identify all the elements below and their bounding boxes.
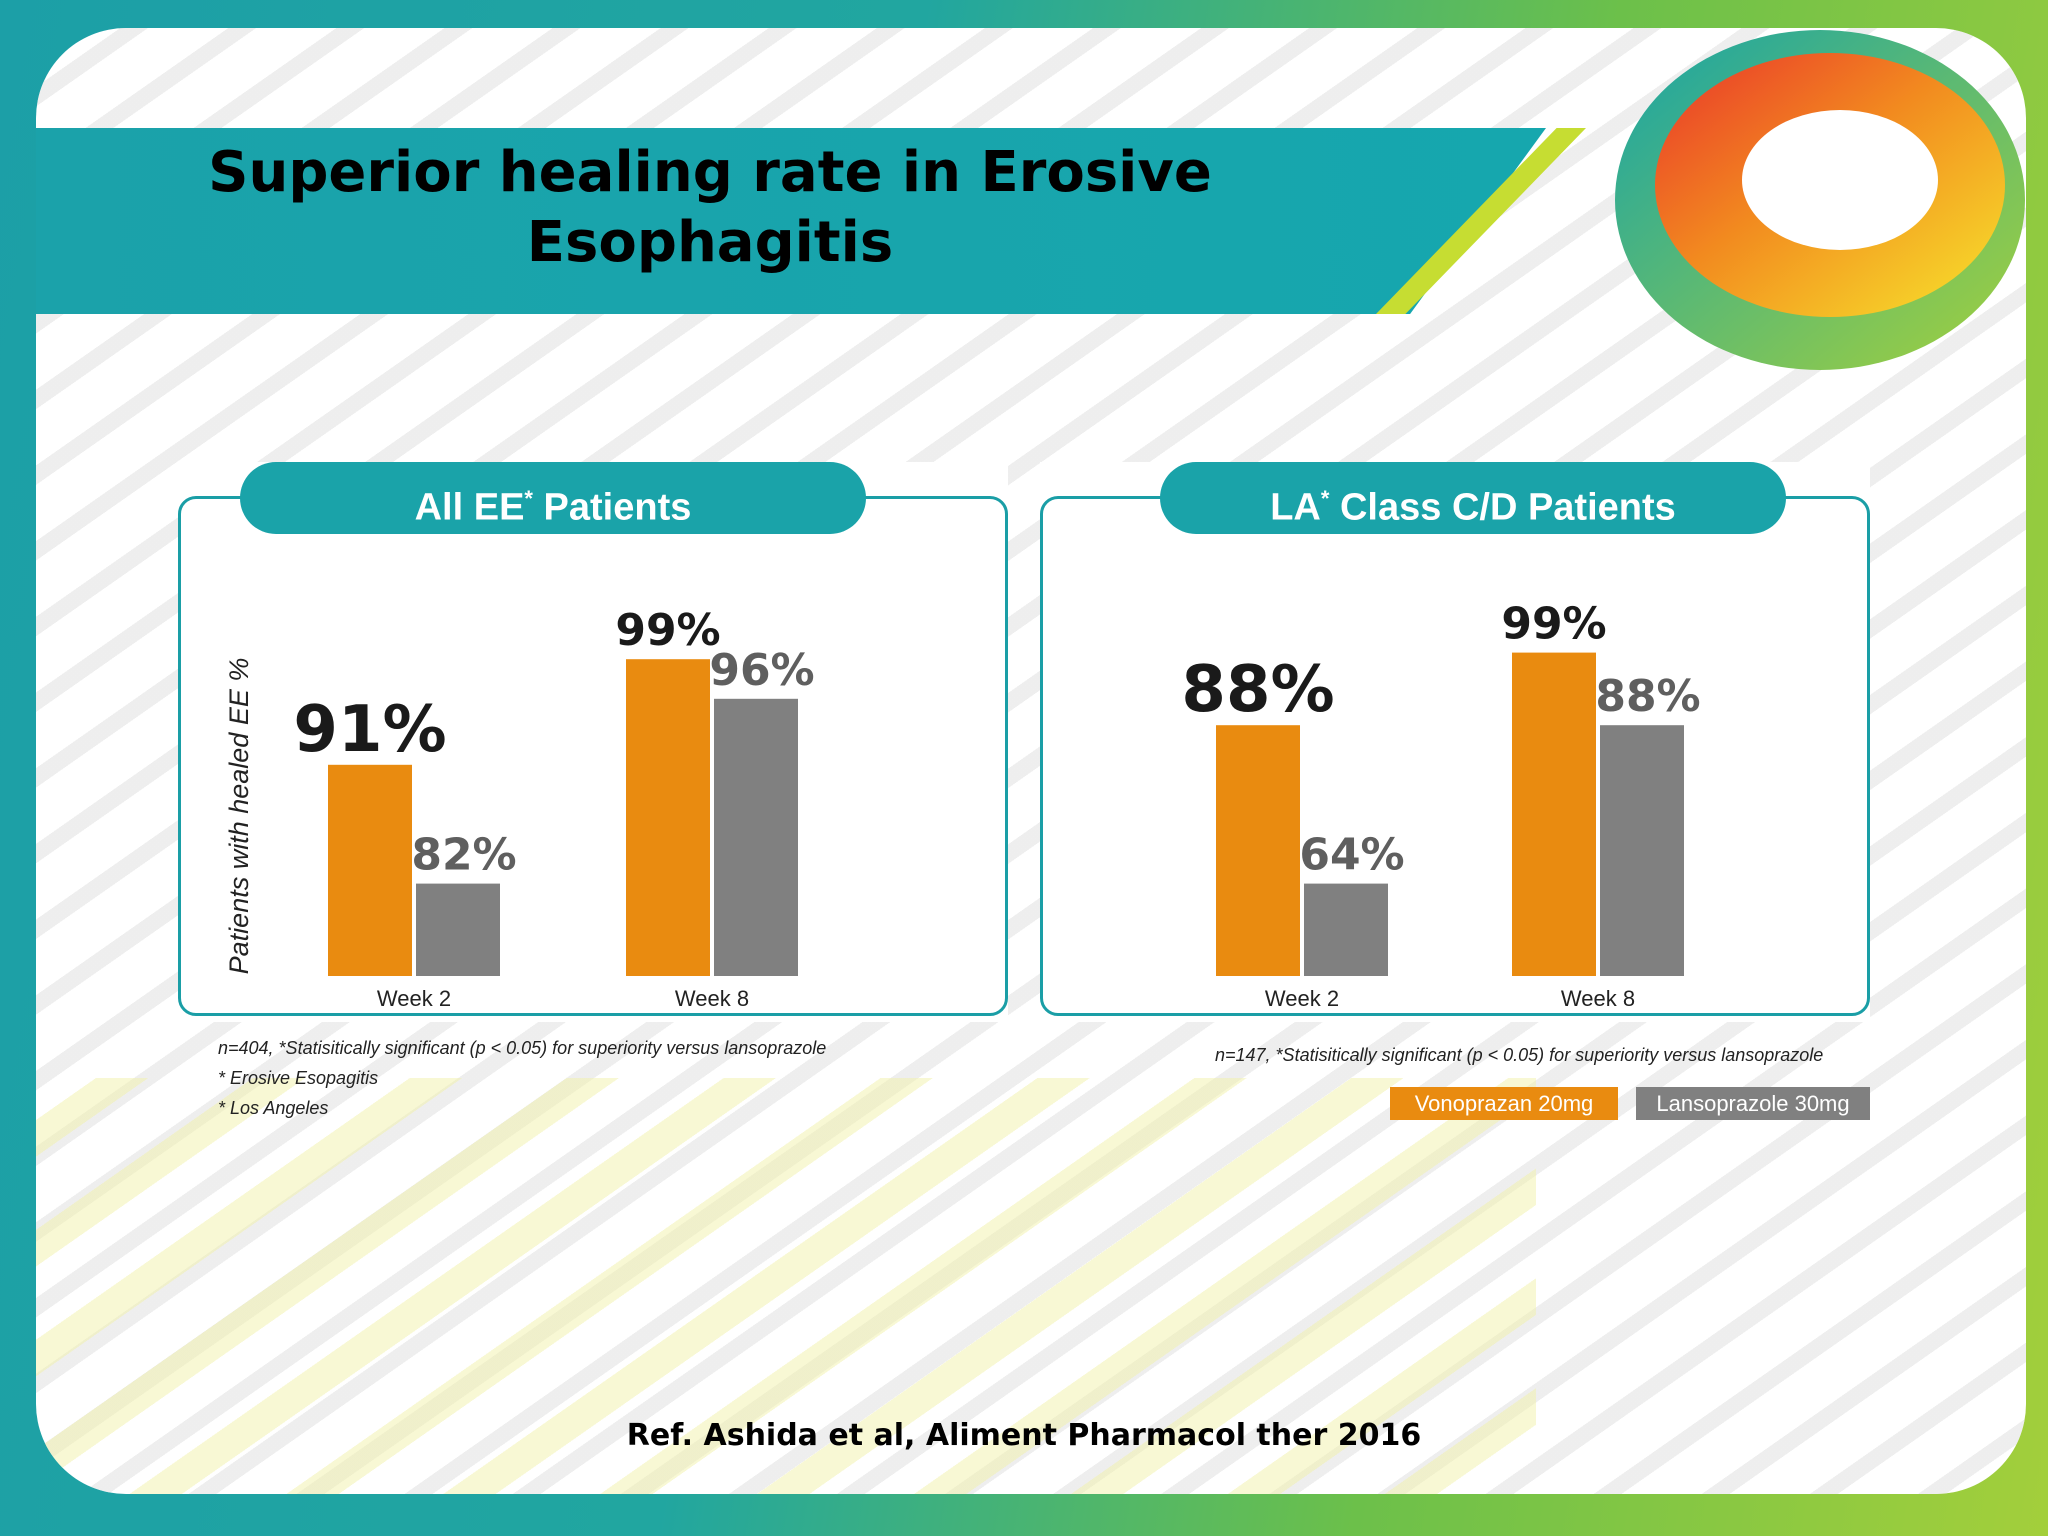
footnote-note: * Los Angeles (218, 1098, 329, 1118)
page-title: Superior healing rate in Erosive Esophag… (208, 140, 1212, 275)
chart-title-suffix: Class C/D Patients (1339, 486, 1676, 529)
bar (1600, 725, 1684, 976)
chart-panel-la-class-cd: LA* Class C/D Patients 88% 64% Week 2 99% 88… (1040, 462, 1870, 1022)
bar (1304, 883, 1388, 976)
reference-text: Ref. Ashida et al, Aliment Pharmacol the… (626, 1418, 1422, 1453)
data-label: 96% (709, 645, 814, 696)
background-stripes-yellow (36, 1078, 1536, 1494)
title-banner (36, 128, 1546, 314)
chart-heading: LA* Class C/D Patients (1160, 462, 1786, 534)
bar (1216, 725, 1300, 976)
bar (1512, 652, 1596, 976)
bar (714, 698, 798, 976)
chart-frame (1040, 496, 1870, 1016)
legend-vonoprazan: Vonoprazan 20mg (1390, 1087, 1618, 1120)
footnote-all-ee: n=404, *Statisitically significant (p < … (218, 1033, 826, 1123)
x-tick-label: Week 2 (1265, 986, 1339, 1011)
x-tick-label: Week 8 (675, 986, 749, 1011)
data-label: 82% (411, 830, 516, 881)
chart-title-mark: * (524, 486, 533, 511)
data-label: 64% (1299, 830, 1404, 881)
y-axis-label: Patients with healed EE % (224, 658, 254, 975)
data-label: 99% (1501, 599, 1606, 650)
chart-title: All EE (414, 486, 525, 529)
footnote-text: n=147, *Statisitically significant (p < … (1215, 1045, 1824, 1065)
legend-lansoprazole: Lansoprazole 30mg (1636, 1087, 1870, 1120)
data-label: 88% (1181, 653, 1334, 727)
bar (416, 883, 500, 976)
chart-title: LA (1270, 486, 1321, 529)
footnote-text: n=404, *Statisitically significant (p < … (218, 1038, 827, 1058)
chart-title-suffix: Patients (543, 486, 692, 529)
bar-chart-all-ee: Patients with healed EE % 91% 82% Week 2 99%… (224, 605, 815, 1011)
data-label: 99% (615, 605, 720, 656)
data-label: 88% (1595, 671, 1700, 722)
chart-panel-all-ee: All EE* Patients Patients with healed EE… (178, 462, 1008, 1022)
ring-logo-icon (1615, 30, 2025, 370)
x-tick-label: Week 8 (1561, 986, 1635, 1011)
bar (626, 659, 710, 976)
bar-chart-la-class-cd: 88% 64% Week 2 99% 88% Week 8 (1181, 599, 1700, 1011)
chart-title-mark: * (1320, 486, 1330, 511)
x-tick-label: Week 2 (377, 986, 451, 1011)
footnote-la-class-cd: n=147, *Statisitically significant (p < … (1215, 1040, 1823, 1070)
data-label: 91% (293, 693, 446, 767)
chart-heading: All EE* Patients (240, 462, 866, 534)
footnote-note: * Erosive Esopagitis (218, 1068, 379, 1088)
bar (328, 764, 412, 976)
